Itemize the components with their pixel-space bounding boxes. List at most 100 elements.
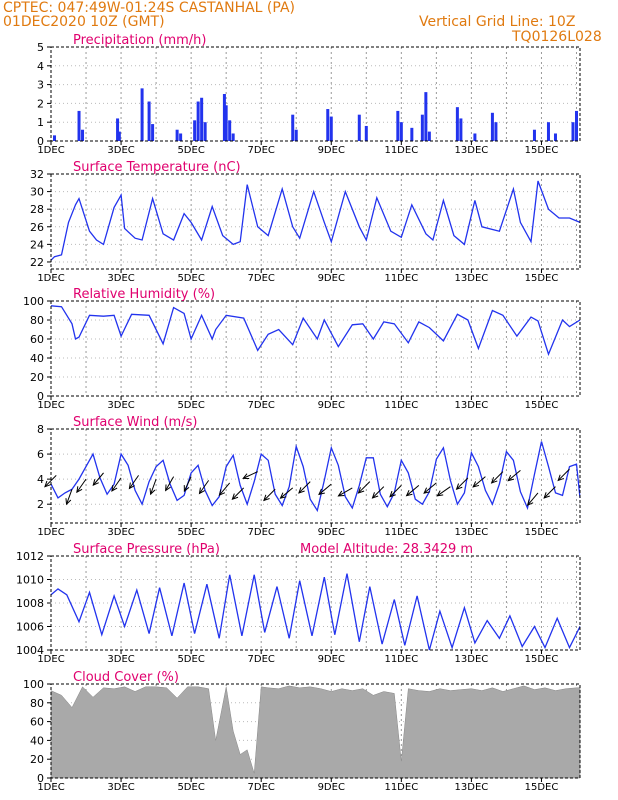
wind-arrowhead: [389, 490, 396, 498]
product-code: TQ0126L028: [512, 29, 602, 45]
grid-note: Vertical Grid Line: 10Z: [419, 14, 576, 30]
wind-arrowhead: [557, 474, 565, 482]
y-tick-label: 8: [37, 423, 44, 436]
wind-arrow: [389, 485, 402, 498]
wind-arrow: [183, 476, 192, 492]
wind-arrowhead: [198, 487, 205, 495]
wind-arrowhead: [65, 498, 72, 506]
wind-arrow: [527, 492, 539, 506]
y-tick-label: 22: [30, 256, 44, 269]
wind-arrow: [76, 478, 87, 493]
wind-arrow: [242, 471, 258, 479]
x-tick-label: 15DEC: [525, 400, 559, 411]
x-tick-label: 15DEC: [525, 782, 559, 793]
y-tick-label: 6: [37, 448, 44, 461]
x-tick-label: 11DEC: [384, 782, 418, 793]
precip-bar: [294, 129, 298, 141]
wind-arrowhead: [44, 480, 51, 488]
y-tick-label: 1006: [16, 621, 44, 634]
wind-arrowhead: [298, 487, 305, 494]
y-tick-label: 1010: [16, 574, 44, 587]
y-tick-label: 2: [37, 498, 44, 511]
wind-arrow: [372, 486, 385, 499]
x-tick-label: 3DEC: [107, 782, 134, 793]
x-tick-label: 9DEC: [318, 654, 345, 665]
precip-bar: [151, 124, 155, 141]
wind-arrow: [165, 476, 175, 491]
y-tick-label: 24: [30, 238, 44, 251]
x-tick-label: 11DEC: [384, 400, 418, 411]
y-tick-label: 20: [30, 753, 44, 766]
wind-arrow: [472, 476, 486, 488]
panel-title: Cloud Cover (%): [73, 670, 179, 685]
y-tick-label: 1008: [16, 597, 44, 610]
wind-arrowhead: [455, 483, 463, 491]
wind-arrow: [491, 471, 504, 484]
precip-bar: [494, 122, 498, 141]
x-tick-label: 13DEC: [455, 527, 489, 538]
y-tick-label: 40: [30, 352, 44, 365]
x-tick-label: 1DEC: [37, 400, 64, 411]
wind-arrow: [423, 482, 437, 494]
y-tick-label: 30: [30, 186, 44, 199]
wind-arrowhead: [423, 487, 431, 494]
wind-arrowhead: [128, 482, 135, 490]
y-tick-label: 1012: [16, 550, 44, 563]
wind-arrowhead: [337, 490, 345, 497]
wind-arrow: [92, 472, 104, 486]
y-tick-label: 3: [37, 79, 44, 92]
run-date: 01DEC2020 10Z (GMT): [3, 14, 165, 30]
x-tick-label: 13DEC: [455, 145, 489, 156]
x-tick-label: 13DEC: [455, 654, 489, 665]
y-tick-label: 28: [30, 203, 44, 216]
precip-bar: [81, 129, 85, 141]
precip-bar: [532, 129, 536, 141]
wind-arrowhead: [149, 488, 156, 496]
x-tick-label: 1DEC: [37, 273, 64, 284]
y-tick-label: 26: [30, 221, 44, 234]
wind-arrowhead: [507, 474, 515, 482]
precip-bar: [396, 110, 400, 141]
precip-bar: [424, 92, 428, 141]
wind-arrow: [338, 487, 353, 497]
x-tick-label: 5DEC: [177, 145, 204, 156]
y-tick-label: 100: [23, 678, 44, 691]
wind-arrow: [298, 481, 311, 494]
precip-bar: [420, 114, 424, 141]
x-tick-label: 7DEC: [248, 145, 275, 156]
x-tick-label: 5DEC: [177, 400, 204, 411]
precip-bar: [224, 105, 228, 141]
precip-bar: [196, 101, 200, 141]
precip-bar: [473, 133, 477, 141]
precip-bar: [427, 131, 431, 141]
panel-1: [47, 46, 581, 145]
panel-4: [44, 428, 581, 527]
x-tick-label: 15DEC: [525, 654, 559, 665]
y-tick-label: 1004: [16, 644, 44, 657]
wind-arrow: [543, 486, 556, 499]
x-tick-label: 13DEC: [455, 273, 489, 284]
x-tick-label: 3DEC: [107, 145, 134, 156]
station-info: CPTEC: 047:49W-01:24S CASTANHAL (PA): [3, 0, 295, 16]
precip-bar: [117, 131, 121, 141]
panel-title: Surface Temperature (nC): [73, 160, 241, 175]
wind-arrowhead: [92, 479, 99, 487]
wind-arrowhead: [242, 473, 250, 479]
precip-bar: [329, 116, 333, 141]
wind-arrow: [219, 482, 231, 496]
wind-arrowhead: [183, 485, 190, 493]
wind-arrowhead: [405, 490, 413, 497]
precip-bar: [291, 114, 295, 141]
x-tick-label: 15DEC: [525, 527, 559, 538]
precip-bar: [546, 122, 550, 141]
series-line: [50, 441, 581, 513]
precip-bar: [200, 97, 204, 141]
panel-frame: [50, 428, 581, 524]
x-tick-label: 7DEC: [248, 527, 275, 538]
x-tick-label: 7DEC: [248, 400, 275, 411]
precip-bar: [574, 110, 578, 141]
wind-arrow: [456, 477, 469, 490]
x-tick-label: 1DEC: [37, 145, 64, 156]
precip-bar: [222, 94, 226, 141]
x-tick-label: 15DEC: [525, 273, 559, 284]
